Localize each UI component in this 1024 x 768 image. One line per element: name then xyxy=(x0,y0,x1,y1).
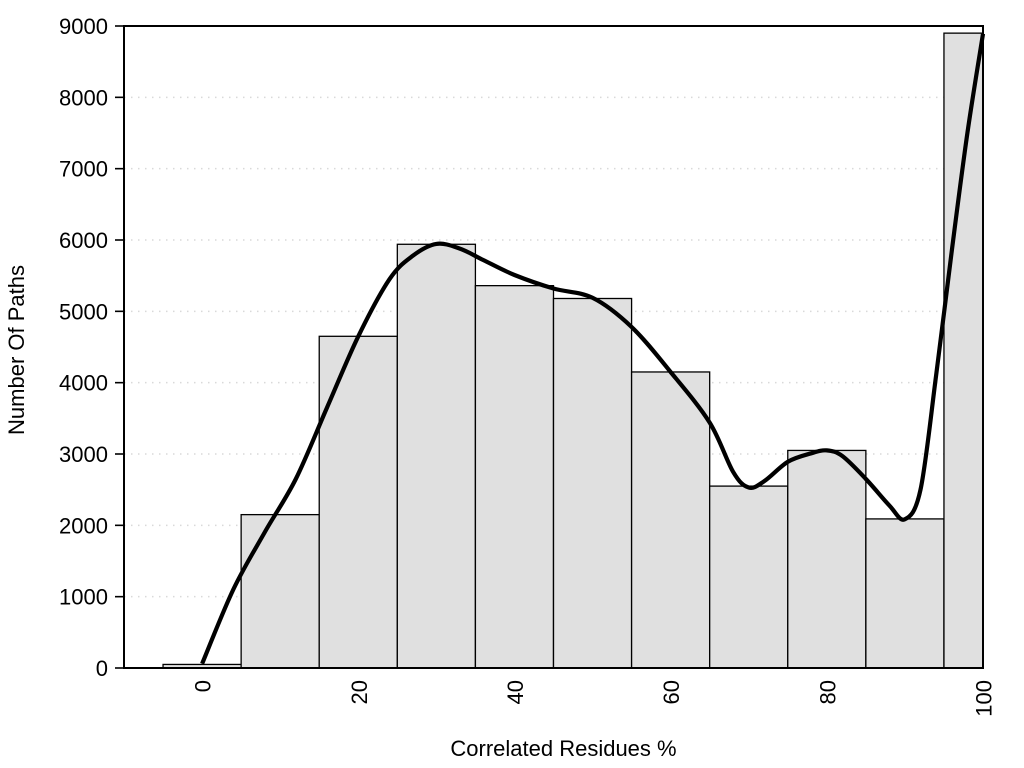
histogram-bar-80 xyxy=(787,449,867,669)
histogram-bars xyxy=(162,32,984,669)
plot-border xyxy=(123,25,984,669)
histogram-bar-70 xyxy=(709,485,789,669)
x-tick-label-60: 60 xyxy=(659,680,684,704)
histogram-bar-30 xyxy=(396,243,477,669)
x-tick-label-0: 0 xyxy=(191,680,216,692)
histogram-bar-100 xyxy=(943,32,984,669)
y-tick-label-9000: 9000 xyxy=(59,14,108,39)
x-tick-label-40: 40 xyxy=(503,680,528,704)
y-tick-label-6000: 6000 xyxy=(59,228,108,253)
histogram-bar-90 xyxy=(865,518,945,669)
histogram-bar-10 xyxy=(240,513,320,669)
x-axis-ticks: 0 20 40 60 80 100 xyxy=(191,680,997,717)
y-tick-label-4000: 4000 xyxy=(59,371,108,396)
y-tick-label-2000: 2000 xyxy=(59,513,108,538)
y-tick-label-0: 0 xyxy=(96,656,108,681)
x-tick-label-100: 100 xyxy=(972,680,997,717)
y-tick-label-7000: 7000 xyxy=(59,157,108,182)
fit-curve xyxy=(200,33,986,665)
histogram-bar-20 xyxy=(318,335,398,669)
y-tick-label-3000: 3000 xyxy=(59,442,108,467)
x-tick-label-80: 80 xyxy=(815,680,840,704)
histogram-bar-60 xyxy=(630,371,711,669)
y-axis-ticks: 0 1000 2000 3000 4000 5000 6000 7000 8000 9000 xyxy=(59,14,124,681)
histogram-bar-40 xyxy=(474,285,555,669)
y-tick-label-8000: 8000 xyxy=(59,85,108,110)
y-tick-label-5000: 5000 xyxy=(59,299,108,324)
y-axis-title: Number Of Paths xyxy=(4,265,29,435)
y-tick-label-1000: 1000 xyxy=(59,585,108,610)
x-axis-title: Correlated Residues % xyxy=(450,736,676,761)
x-tick-label-20: 20 xyxy=(347,680,372,704)
histogram-bar-50 xyxy=(552,297,633,669)
